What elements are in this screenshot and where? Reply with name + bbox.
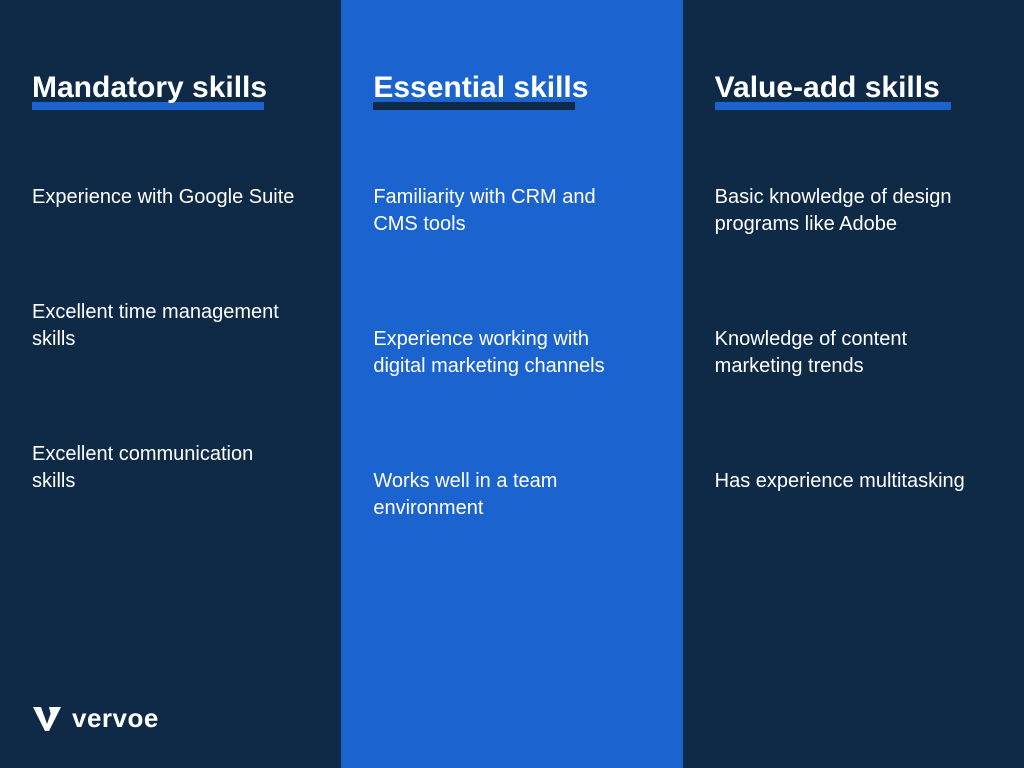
heading-wrap-valueadd: Value-add skills xyxy=(715,70,992,110)
skill-item: Excellent time management skills xyxy=(32,299,302,353)
skill-item: Works well in a team environment xyxy=(373,468,643,522)
skill-item: Basic knowledge of design programs like … xyxy=(715,184,985,238)
vervoe-v-icon xyxy=(32,706,62,732)
vervoe-mark-icon xyxy=(32,706,62,732)
heading-wrap-mandatory: Mandatory skills xyxy=(32,70,309,110)
heading-wrap-essential: Essential skills xyxy=(373,70,650,110)
items-valueadd: Basic knowledge of design programs like … xyxy=(715,184,992,495)
skill-item: Familiarity with CRM and CMS tools xyxy=(373,184,643,238)
items-mandatory: Experience with Google Suite Excellent t… xyxy=(32,184,309,495)
column-valueadd: Value-add skills Basic knowledge of desi… xyxy=(683,0,1024,768)
heading-essential: Essential skills xyxy=(373,70,588,106)
brand-logo-text: vervoe xyxy=(72,703,159,734)
items-essential: Familiarity with CRM and CMS tools Exper… xyxy=(373,184,650,522)
heading-valueadd: Value-add skills xyxy=(715,70,940,106)
skill-item: Experience working with digital marketin… xyxy=(373,326,643,380)
column-mandatory: Mandatory skills Experience with Google … xyxy=(0,0,341,768)
heading-mandatory: Mandatory skills xyxy=(32,70,267,106)
brand-logo: vervoe xyxy=(32,703,159,734)
skill-item: Excellent communication skills xyxy=(32,441,302,495)
skill-item: Experience with Google Suite xyxy=(32,184,302,211)
skill-item: Knowledge of content marketing trends xyxy=(715,326,985,380)
skill-item: Has experience multitasking xyxy=(715,468,985,495)
column-essential: Essential skills Familiarity with CRM an… xyxy=(341,0,682,768)
